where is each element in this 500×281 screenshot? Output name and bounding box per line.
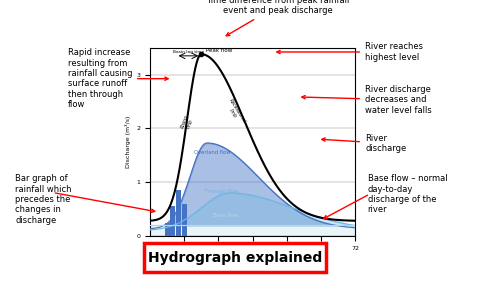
Text: River discharge
decreases and
water level falls: River discharge decreases and water leve… — [302, 85, 432, 115]
Bar — [182, 204, 186, 236]
Bar — [164, 223, 170, 236]
Text: River reaches
highest level: River reaches highest level — [277, 42, 423, 62]
Text: Base flow – normal
day-to-day
discharge of the
river: Base flow – normal day-to-day discharge … — [368, 174, 447, 214]
Text: Base flow: Base flow — [212, 213, 238, 218]
Text: Hydrograph explained: Hydrograph explained — [148, 251, 322, 265]
Text: Overland flow: Overland flow — [194, 150, 230, 155]
Text: Time difference from peak rainfall
event and peak discharge: Time difference from peak rainfall event… — [206, 0, 349, 36]
X-axis label: Hours from start of rain storm: Hours from start of rain storm — [206, 256, 300, 261]
Bar — [176, 190, 181, 236]
Text: Peak flow: Peak flow — [206, 48, 232, 53]
Text: Rising
limb: Rising limb — [180, 115, 195, 132]
Text: Rapid increase
resulting from
rainfall causing
surface runoff
then through
flow: Rapid increase resulting from rainfall c… — [68, 48, 168, 109]
Bar — [170, 207, 175, 236]
Text: Through flow: Through flow — [204, 189, 238, 194]
Text: Basin lag time: Basin lag time — [173, 50, 204, 54]
FancyBboxPatch shape — [144, 243, 326, 272]
Text: River
discharge: River discharge — [322, 133, 406, 153]
Text: Bar graph of
rainfall which
precedes the
changes in
discharge: Bar graph of rainfall which precedes the… — [15, 174, 72, 225]
Y-axis label: Discharge (m³/s): Discharge (m³/s) — [124, 116, 130, 168]
Text: Recessional
limb: Recessional limb — [224, 98, 247, 127]
